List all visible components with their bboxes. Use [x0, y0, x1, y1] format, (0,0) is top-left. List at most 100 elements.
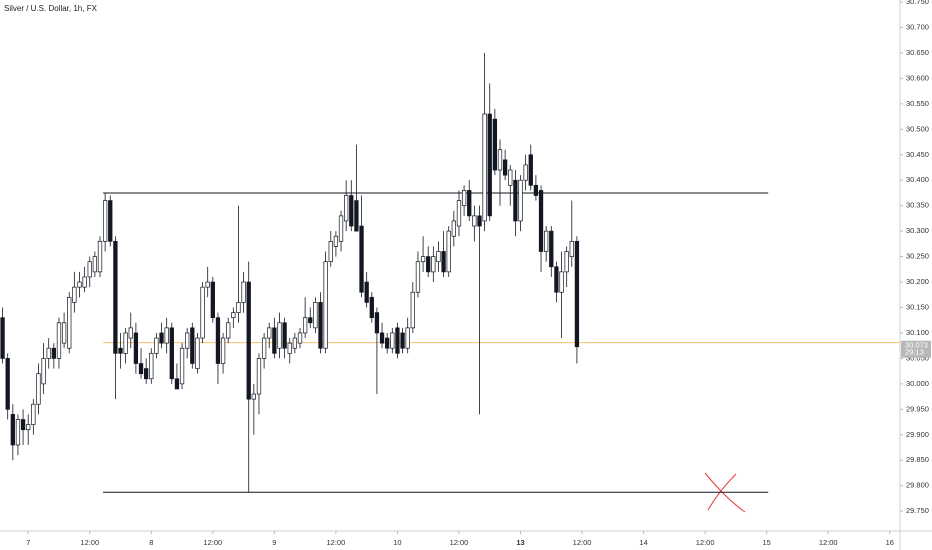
y-tick-label: 30.250 [906, 252, 929, 261]
candle-body [179, 347, 185, 385]
candle-body [410, 291, 415, 329]
last-price-label: 30.073 [905, 341, 928, 350]
candle-body [308, 317, 313, 324]
x-tick-label: 12:00 [696, 538, 715, 547]
candle-body [426, 256, 431, 273]
x-tick-label: 7 [26, 538, 30, 547]
x-tick-label: 12:00 [573, 538, 592, 547]
candle-body [20, 419, 26, 431]
candle-body [420, 256, 426, 263]
x-tick-label: 9 [272, 538, 276, 547]
candle-body [497, 149, 503, 171]
y-tick-label: 30.650 [906, 48, 929, 57]
candle-body [385, 337, 390, 349]
candle-body [82, 276, 87, 288]
candle-body [502, 159, 508, 176]
candle-body [323, 261, 328, 349]
candle-body [77, 281, 82, 288]
candle-body [544, 230, 549, 252]
x-tick-label: 16 [886, 538, 894, 547]
candle-body [97, 240, 103, 273]
candle-body [261, 337, 267, 359]
x-tick-label: 12:00 [327, 538, 346, 547]
candle-body [369, 296, 374, 319]
countdown-label: 29:13 [905, 348, 924, 357]
candle-body [113, 240, 118, 354]
candle-body [456, 200, 462, 227]
candle-body [359, 225, 364, 293]
candle-body [297, 332, 303, 344]
candle-body [528, 154, 533, 186]
candle-body [451, 220, 456, 237]
y-tick-label: 30.550 [906, 99, 929, 108]
candle-body [149, 352, 154, 380]
candle-body [200, 286, 205, 339]
x-tick-label: 15 [762, 538, 770, 547]
candle-body [282, 322, 287, 349]
candle-body [523, 164, 528, 181]
x-tick-label: 12:00 [450, 538, 469, 547]
candle-body [374, 312, 380, 334]
candle-body [533, 184, 539, 196]
x-tick-label: 8 [149, 538, 153, 547]
y-tick-label: 30.100 [906, 328, 929, 337]
candle-body [472, 215, 477, 227]
candle-body [492, 118, 498, 171]
candle-body [210, 281, 215, 319]
y-tick-label: 30.600 [906, 73, 929, 82]
candle-body [431, 256, 436, 273]
candle-body [46, 347, 51, 359]
candle-body [554, 266, 559, 293]
candle-body [31, 403, 36, 425]
candle-body [446, 230, 451, 273]
candle-body [364, 281, 369, 303]
y-tick-label: 29.750 [906, 506, 929, 515]
candle-body [441, 251, 446, 273]
y-tick-label: 30.500 [906, 124, 929, 133]
y-tick-label: 29.900 [906, 430, 929, 439]
candle-body [508, 169, 513, 186]
candle-body [277, 322, 282, 349]
y-tick-label: 30.400 [906, 175, 929, 184]
candle-body [51, 347, 56, 359]
candle-body [482, 113, 487, 222]
y-tick-label: 30.450 [906, 150, 929, 159]
candle-body [477, 215, 482, 227]
candle-body [246, 281, 251, 400]
candle-body [133, 332, 139, 364]
candle-body [15, 419, 21, 446]
y-tick-label: 30.700 [906, 22, 929, 31]
candle-body [236, 302, 241, 313]
candle-body [467, 190, 472, 217]
x-tick-label: 14 [639, 538, 647, 547]
candle-body [5, 358, 10, 410]
candle-body [67, 296, 72, 349]
y-tick-label: 30.750 [906, 0, 929, 6]
candle-body [559, 271, 564, 293]
candle-body [10, 414, 15, 446]
candle-body [513, 179, 518, 222]
candle-body [564, 251, 569, 273]
y-tick-label: 29.800 [906, 481, 929, 490]
x-tick-label: 10 [393, 538, 401, 547]
candle-body [349, 195, 354, 227]
candle-body [251, 393, 256, 400]
candle-body [518, 179, 523, 222]
chart-title: Silver / U.S. Dollar, 1h, FX [4, 4, 98, 13]
last-price-box [901, 340, 931, 358]
candle-body [128, 327, 133, 339]
candle-body [123, 332, 128, 354]
x-tick-label: 12:00 [203, 538, 222, 547]
candle-body [287, 342, 292, 354]
candle-body [405, 327, 410, 349]
candle-body [487, 113, 492, 217]
y-tick-label: 29.950 [906, 404, 929, 413]
candle-body [256, 358, 262, 395]
candle-body [574, 240, 580, 348]
y-tick-label: 30.150 [906, 302, 929, 311]
candle-body [72, 286, 77, 303]
y-tick-label: 30.000 [906, 379, 929, 388]
candle-body [302, 317, 308, 334]
candle-body [379, 332, 385, 344]
